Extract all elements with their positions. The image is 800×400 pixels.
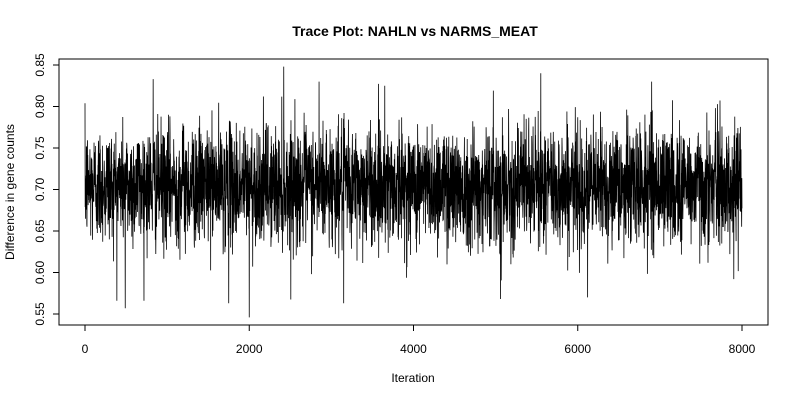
x-axis-label: Iteration: [391, 371, 434, 385]
y-axis: 0.55 0.60 0.65 0.70 0.75 0.80 0.85: [33, 53, 60, 326]
trace-line: [84, 66, 743, 318]
y-tick-label: 0.70: [33, 177, 47, 201]
y-tick-label: 0.65: [33, 219, 47, 243]
chart-title: Trace Plot: NAHLN vs NARMS_MEAT: [292, 23, 538, 39]
trace-series: [84, 66, 743, 318]
x-tick-label: 2000: [236, 342, 263, 356]
y-tick-label: 0.55: [33, 302, 47, 326]
x-axis: 0 2000 4000 6000 8000: [82, 324, 756, 356]
x-tick-label: 0: [82, 342, 89, 356]
y-axis-label: Difference in gene counts: [3, 124, 17, 260]
x-tick-label: 4000: [400, 342, 427, 356]
y-tick-label: 0.75: [33, 136, 47, 160]
y-tick-label: 0.80: [33, 94, 47, 118]
x-tick-label: 6000: [564, 342, 591, 356]
y-tick-label: 0.85: [33, 53, 47, 77]
y-tick-label: 0.60: [33, 260, 47, 284]
x-tick-label: 8000: [729, 342, 756, 356]
